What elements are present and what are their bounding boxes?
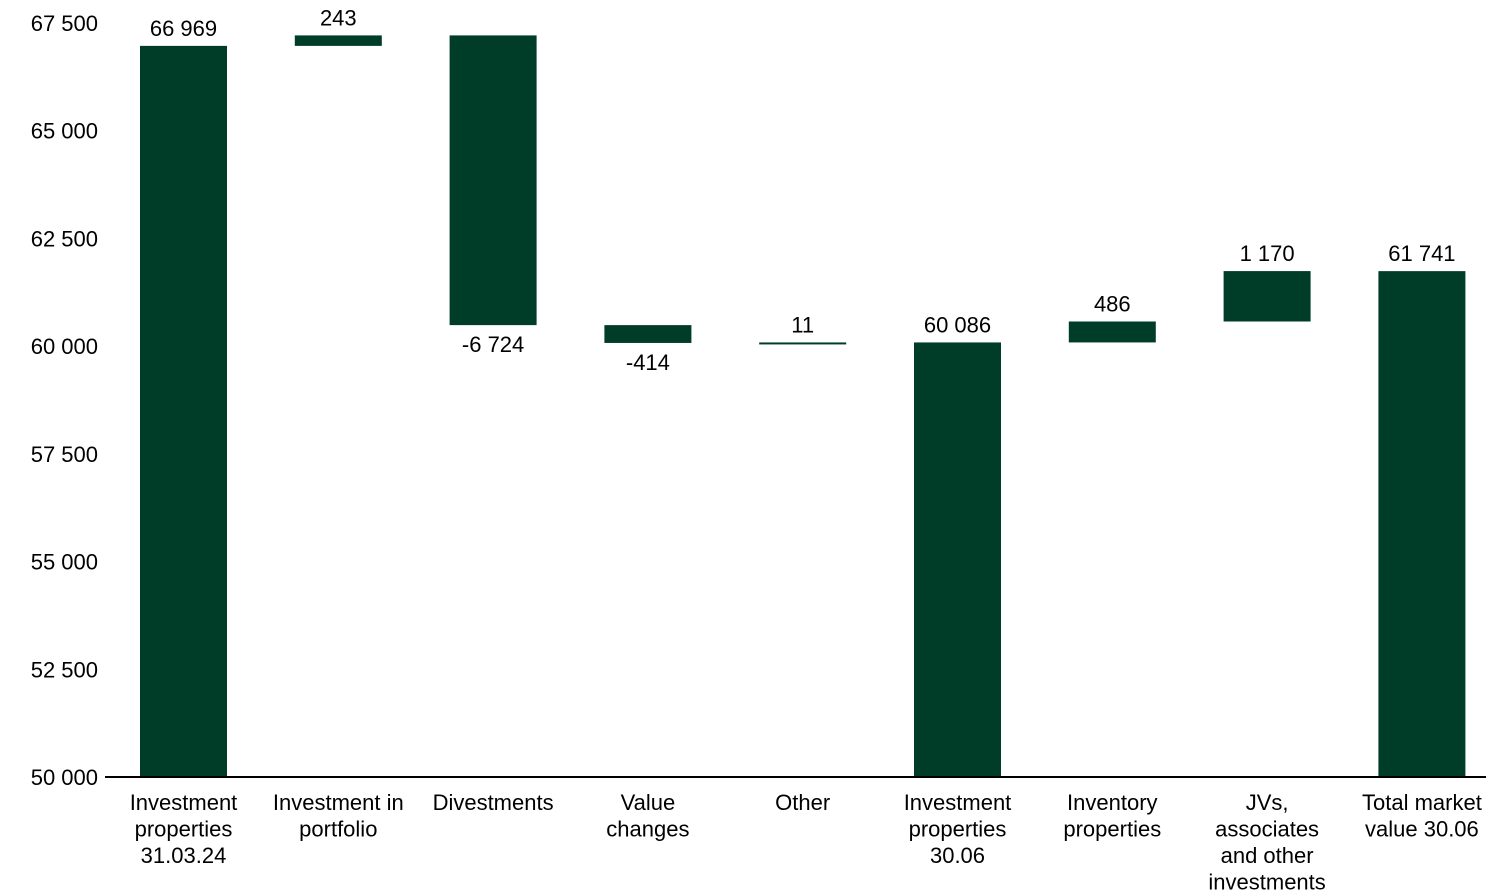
y-tick-label: 55 000 [31, 550, 98, 575]
category-label: Investment in portfolio [273, 790, 404, 842]
y-tick-label: 67 500 [31, 11, 98, 36]
y-tick-label: 65 000 [31, 119, 98, 144]
category-label-line: 30.06 [930, 843, 985, 868]
bar-1 [294, 35, 382, 46]
data-label: 486 [1094, 291, 1131, 316]
category-label: Investment properties 30.06 [904, 790, 1012, 868]
category-label-line: value 30.06 [1365, 817, 1479, 842]
category-label-line: Investment in [273, 790, 404, 815]
bar-7 [1223, 271, 1311, 322]
data-label: 61 741 [1388, 241, 1455, 266]
category-label-line: Investment [130, 790, 238, 815]
data-label: -414 [626, 350, 670, 375]
y-axis: 50 000 52 500 55 000 57 500 60 000 62 500 65 0… [31, 11, 98, 790]
category-label-line: properties [909, 817, 1007, 842]
category-label-line: properties [1063, 817, 1161, 842]
category-label-line: 31.03.24 [141, 843, 227, 868]
y-tick-label: 57 500 [31, 442, 98, 467]
bar-4 [759, 342, 847, 345]
bar-8 [1378, 271, 1466, 777]
category-label: JVs, associates and other investments [1208, 790, 1325, 891]
category-label-line: properties [135, 817, 233, 842]
category-label: Other [775, 790, 830, 815]
y-tick-label: 60 000 [31, 334, 98, 359]
category-label-line: JVs, [1246, 790, 1289, 815]
category-label-line: Investment [904, 790, 1012, 815]
bars [140, 35, 1466, 777]
category-label: Investment properties 31.03.24 [130, 790, 238, 868]
y-tick-label: 50 000 [31, 765, 98, 790]
category-label: Divestments [433, 790, 554, 815]
data-labels: 66 969 243 -6 724 -414 11 60 086 486 1 170 61 74… [150, 5, 1456, 375]
category-label-line: portfolio [299, 817, 377, 842]
category-label-line: investments [1208, 870, 1325, 891]
bar-6 [1068, 321, 1156, 343]
data-label: 11 [791, 312, 814, 337]
category-label-line: Divestments [433, 790, 554, 815]
bar-5 [914, 342, 1001, 777]
category-label: Inventory properties [1063, 790, 1161, 842]
category-label: Value changes [606, 790, 689, 842]
data-label: 60 086 [924, 312, 991, 337]
data-label: -6 724 [462, 332, 524, 357]
category-label-line: Total market [1362, 790, 1482, 815]
data-label: 243 [320, 5, 357, 30]
y-tick-label: 52 500 [31, 657, 98, 682]
category-label-line: Inventory [1067, 790, 1158, 815]
category-label-line: Value [621, 790, 676, 815]
category-label-line: changes [606, 817, 689, 842]
category-label-line: and other [1221, 843, 1314, 868]
data-label: 66 969 [150, 16, 217, 41]
bar-0 [140, 45, 227, 777]
category-label-line: Other [775, 790, 830, 815]
bar-2 [449, 35, 537, 326]
bar-3 [604, 325, 692, 343]
y-tick-label: 62 500 [31, 226, 98, 251]
category-label: Total market value 30.06 [1362, 790, 1482, 842]
data-label: 1 170 [1240, 241, 1295, 266]
category-label-line: associates [1215, 817, 1319, 842]
